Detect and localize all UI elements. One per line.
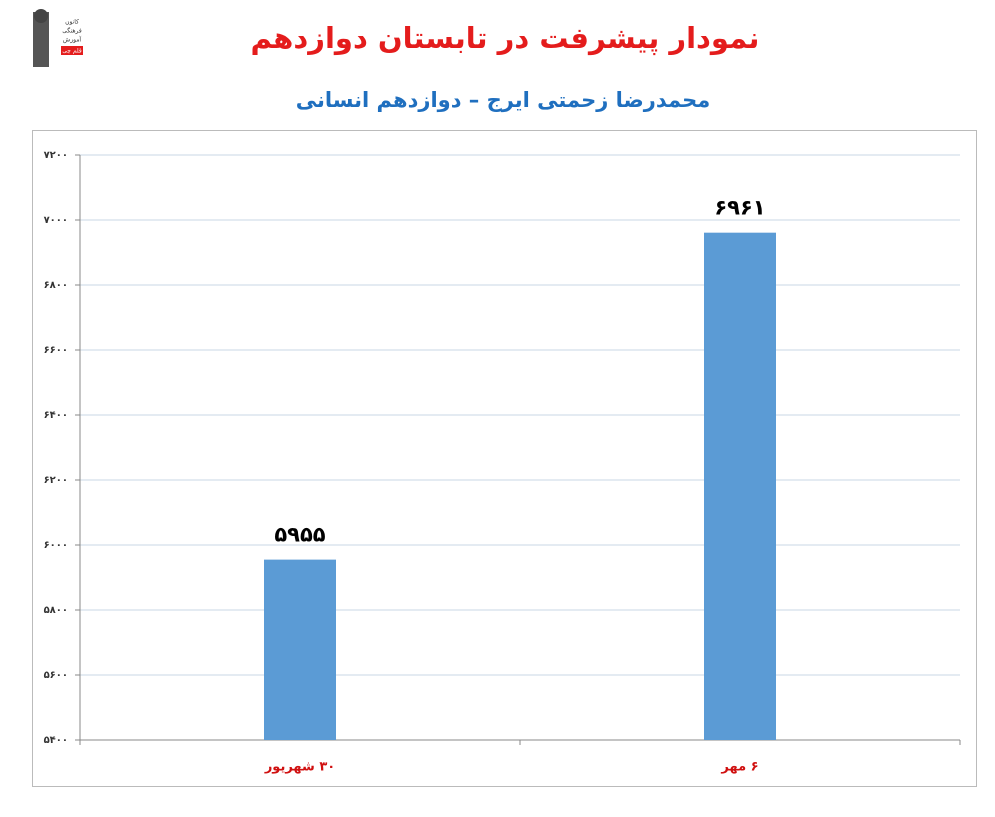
chart-frame bbox=[32, 130, 977, 787]
logo-text: کانون bbox=[65, 19, 79, 26]
y-tick-label: ۶۶۰۰ bbox=[44, 345, 68, 356]
x-tick-label: ۳۰ شهریور bbox=[264, 760, 335, 775]
bar bbox=[704, 232, 776, 741]
logo-text: قلم چی bbox=[62, 48, 82, 55]
y-tick-label: ۵۶۰۰ bbox=[44, 670, 68, 681]
y-tick-label: ۶۲۰۰ bbox=[44, 475, 68, 486]
chart-subtitle: محمدرضا زحمتی ایرج – دوازدهم انسانی bbox=[296, 88, 710, 113]
value-label: ۶۹۶۱ bbox=[714, 196, 765, 220]
y-tick-label: ۵۴۰۰ bbox=[44, 735, 68, 746]
bar bbox=[264, 559, 336, 740]
y-tick-label: ۷۰۰۰ bbox=[44, 215, 68, 226]
y-tick-label: ۷۲۰۰ bbox=[44, 150, 68, 161]
logo-text: آموزش bbox=[63, 35, 82, 44]
logo-text: فرهنگی bbox=[62, 27, 82, 35]
logo: کانون فرهنگی آموزش قلم چی bbox=[33, 9, 83, 67]
y-tick-label: ۶۴۰۰ bbox=[44, 410, 68, 421]
y-tick-label: ۵۸۰۰ bbox=[44, 605, 68, 616]
chart-title: نمودار پیشرفت در تابستان دوازدهم bbox=[251, 21, 760, 56]
logo-figure bbox=[33, 12, 49, 67]
value-label: ۵۹۵۵ bbox=[274, 523, 325, 547]
y-tick-label: ۶۸۰۰ bbox=[44, 280, 68, 291]
x-tick-label: ۶ مهر bbox=[720, 760, 758, 775]
y-tick-label: ۶۰۰۰ bbox=[44, 540, 68, 551]
logo-badge bbox=[61, 46, 83, 55]
logo-head bbox=[34, 9, 48, 23]
